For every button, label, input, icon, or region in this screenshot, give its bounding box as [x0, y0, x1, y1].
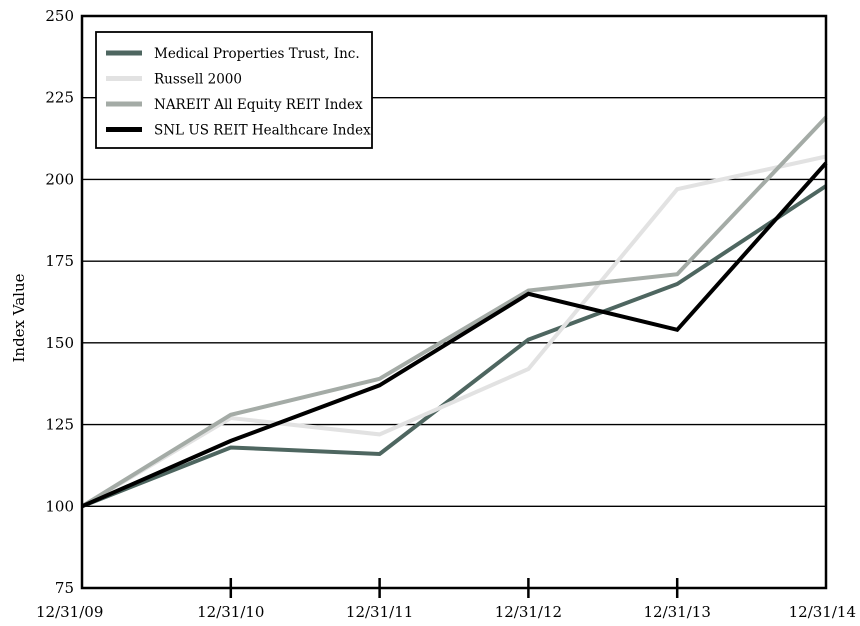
y-axis-label: Index Value	[10, 273, 28, 362]
y-tick-label: 250	[45, 7, 74, 25]
y-tick-label: 125	[45, 416, 74, 434]
x-tick-label: 12/31/13	[644, 603, 711, 621]
x-tick-label: 12/31/11	[346, 603, 413, 621]
series-lines	[82, 117, 826, 506]
legend-label: Russell 2000	[154, 72, 242, 88]
y-tick-label: 225	[45, 89, 74, 107]
series-line-2	[82, 117, 826, 506]
y-tick-label: 75	[55, 579, 74, 597]
x-tick-label: 12/31/09	[36, 603, 103, 621]
gridlines	[82, 98, 826, 507]
y-tick-label: 175	[45, 252, 74, 270]
legend: Medical Properties Trust, Inc. Russell 20…	[96, 32, 372, 148]
series-line-1	[82, 157, 826, 507]
legend-label: Medical Properties Trust, Inc.	[154, 46, 360, 62]
legend-label: SNL US REIT Healthcare Index	[154, 123, 371, 139]
y-tick-label: 100	[45, 497, 74, 515]
y-tick-label: 200	[45, 170, 74, 188]
legend-label: NAREIT All Equity REIT Index	[154, 97, 363, 113]
x-tick-label: 12/31/12	[495, 603, 562, 621]
y-tick-label: 150	[45, 334, 74, 352]
x-tick-label: 12/31/10	[197, 603, 264, 621]
x-tick-label: 12/31/14	[789, 603, 856, 621]
